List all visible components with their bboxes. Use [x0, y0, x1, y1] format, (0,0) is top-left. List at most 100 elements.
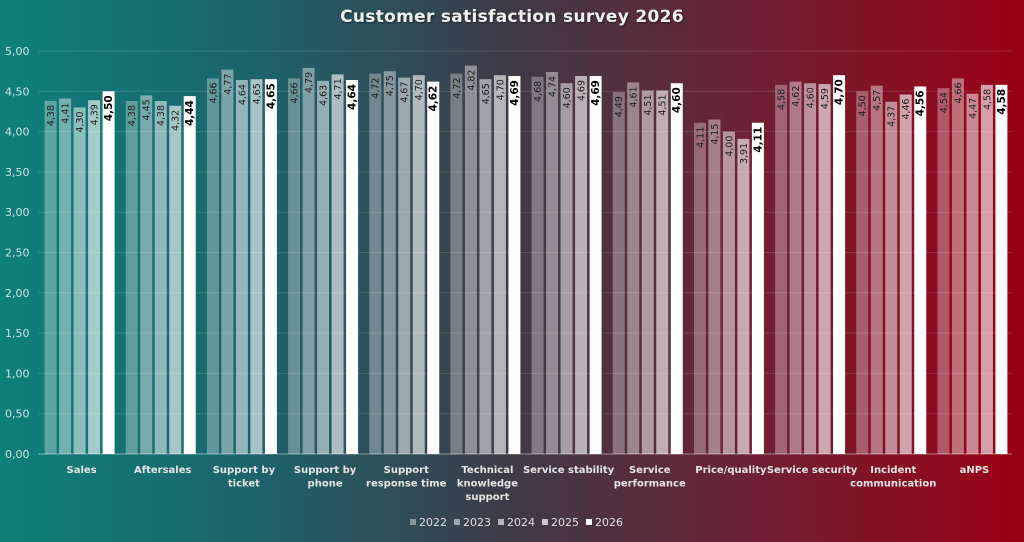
category-label: Service security	[767, 465, 858, 476]
bar-2026-incident-communication	[914, 86, 927, 455]
bar-2024-support-by-ticket	[235, 80, 248, 455]
data-label: 4,82	[466, 70, 477, 91]
data-label: 4,77	[223, 74, 234, 95]
bar-2022-anps	[937, 88, 950, 455]
y-tick-label: 1,00	[5, 367, 30, 380]
bar-2023-anps	[951, 78, 964, 455]
y-tick-label: 3,50	[5, 166, 30, 179]
bar-2025-incident-communication	[899, 94, 912, 455]
category-label: Incident communication	[850, 465, 936, 490]
data-label: 4,50	[103, 95, 115, 121]
legend-label-2025: 2025	[551, 516, 579, 529]
bar-2023-price-quality	[708, 119, 721, 454]
bar-2023-support-response-time	[383, 71, 396, 455]
data-label: 4,11	[695, 127, 706, 148]
data-label: 4,58	[777, 89, 788, 110]
gridlines	[38, 50, 1012, 415]
data-label: 4,66	[208, 82, 219, 103]
data-label: 4,56	[915, 90, 927, 116]
data-label: 4,58	[982, 89, 993, 110]
bar-2022-support-by-phone	[288, 78, 301, 455]
data-label: 4,70	[414, 79, 425, 100]
data-label: 4,70	[834, 79, 846, 105]
bar-2026-service-performance	[670, 83, 683, 455]
bar-2025-technical-knowledge-support	[493, 75, 506, 455]
data-label: 4,64	[347, 84, 359, 110]
data-label: 4,30	[75, 111, 86, 132]
data-label: 4,54	[939, 92, 950, 113]
y-tick-label: 2,50	[5, 247, 30, 260]
data-label: 4,65	[265, 83, 277, 109]
data-label: 4,32	[171, 110, 182, 131]
bar-2025-support-by-ticket	[250, 79, 263, 455]
bar-2026-aftersales	[183, 96, 196, 455]
data-label: 4,51	[643, 94, 654, 115]
y-tick-label: 5,00	[5, 45, 30, 58]
data-label: 4,79	[304, 72, 315, 93]
y-axis: 0,00 0,50 1,00 1,50 2,00 2,50 3,00 3,50 4,00 4,50…	[5, 45, 30, 461]
bar-2024-service-performance	[641, 90, 654, 454]
bar-2023-support-by-phone	[302, 67, 315, 455]
data-label: 4,47	[968, 98, 979, 119]
bar-2025-price-quality	[737, 138, 750, 454]
category-label: Technical knowledge support	[457, 465, 518, 503]
bar-2025-sales	[88, 100, 101, 454]
data-label: 4,60	[671, 87, 683, 113]
bar-2024-support-by-phone	[317, 80, 330, 455]
data-label: 4,71	[333, 78, 344, 99]
bar-2024-technical-knowledge-support	[479, 79, 492, 455]
bar-2022-support-response-time	[369, 73, 382, 455]
category-label: Service stability	[523, 465, 615, 476]
bar-2026-support-by-ticket	[264, 79, 277, 455]
data-label: 4,69	[509, 80, 521, 106]
bar-2026-technical-knowledge-support	[508, 75, 521, 455]
bar-2023-service-stability	[546, 71, 559, 455]
data-label: 4,45	[142, 99, 153, 120]
bar-2022-aftersales	[125, 100, 138, 455]
bars: 4,38 4,41 4,30 4,39 4,50 4,38 4,45 4,38 4,32 4,44…	[44, 65, 1008, 455]
data-label: 4,72	[452, 78, 463, 99]
bar-2024-price-quality	[722, 131, 735, 454]
bar-2024-sales	[73, 107, 86, 455]
bar-2024-service-security	[804, 83, 817, 455]
chart-title: Customer satisfaction survey 2026	[340, 7, 684, 27]
data-label: 4,70	[495, 79, 506, 100]
bar-2026-price-quality	[751, 122, 764, 454]
legend-swatch-2022	[410, 519, 416, 525]
data-label: 4,68	[533, 81, 544, 102]
data-label: 4,63	[319, 85, 330, 106]
bar-2023-incident-communication	[870, 85, 883, 455]
bar-2026-anps	[995, 84, 1008, 455]
bar-2026-support-response-time	[427, 81, 440, 455]
bar-2026-sales	[102, 91, 115, 455]
bar-2025-anps	[980, 84, 993, 455]
legend-swatch-2023	[454, 519, 460, 525]
data-label: 4,64	[237, 84, 248, 105]
data-label: 4,39	[90, 104, 101, 125]
data-label: 4,62	[791, 86, 802, 107]
data-label: 4,38	[46, 105, 57, 126]
data-label: 4,11	[752, 127, 764, 153]
data-label: 4,62	[428, 86, 440, 112]
bar-2026-support-by-phone	[346, 80, 359, 455]
bar-2025-support-response-time	[412, 75, 425, 455]
legend-label-2023: 2023	[463, 516, 491, 529]
bar-2026-service-security	[833, 75, 846, 455]
y-tick-label: 4,50	[5, 85, 30, 98]
data-label: 4,61	[629, 86, 640, 107]
bar-2022-service-stability	[531, 76, 544, 455]
bar-2024-aftersales	[154, 100, 167, 455]
bar-2022-price-quality	[693, 122, 706, 454]
bar-2026-service-stability	[589, 75, 602, 455]
y-tick-label: 1,50	[5, 327, 30, 340]
category-label: Service performance	[614, 465, 686, 490]
y-tick-label: 3,00	[5, 206, 30, 219]
data-label: 4,38	[156, 105, 167, 126]
category-label: Support by ticket	[213, 465, 276, 490]
legend-label-2022: 2022	[419, 516, 447, 529]
bar-2023-support-by-ticket	[221, 69, 234, 455]
legend-swatch-2026	[586, 519, 592, 525]
y-tick-label: 4,00	[5, 126, 30, 139]
bar-2022-service-security	[775, 84, 788, 455]
